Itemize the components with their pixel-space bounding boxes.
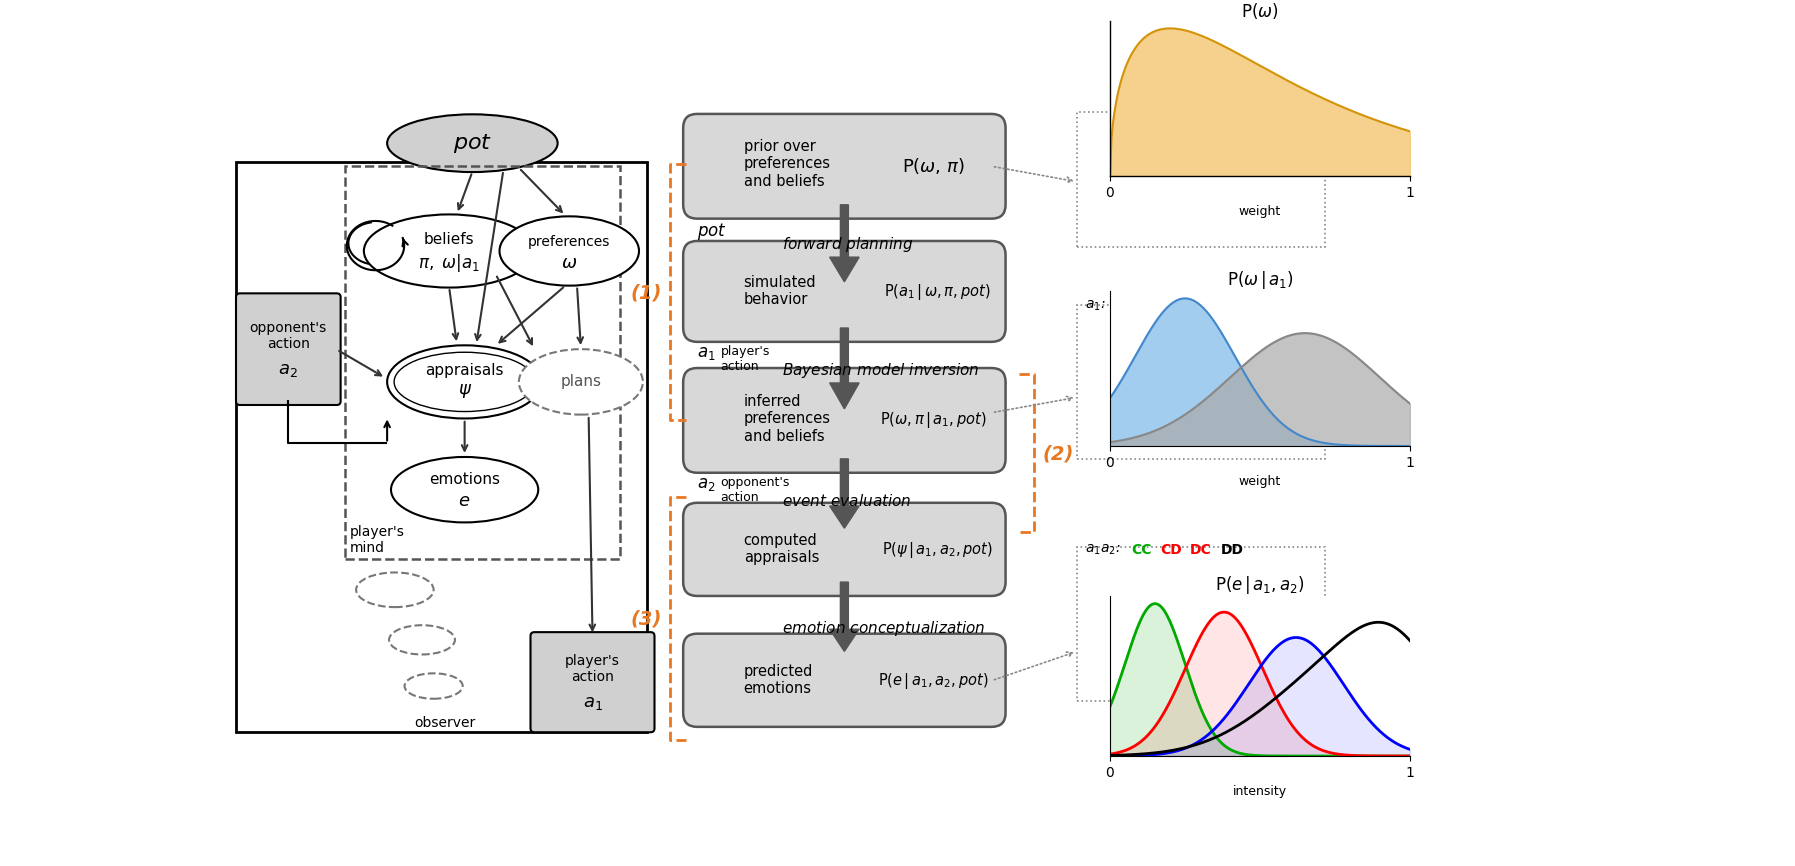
X-axis label: intensity: intensity [1233,785,1287,798]
Text: emotions: emotions [429,472,501,488]
Text: $e$: $e$ [458,492,470,510]
FancyBboxPatch shape [684,503,1005,596]
Text: $\bf{\it{Bayesian\ model\ inversion}}$: $\bf{\it{Bayesian\ model\ inversion}}$ [783,361,980,380]
Text: prior over
preferences
and beliefs: prior over preferences and beliefs [743,139,831,189]
Text: appraisals: appraisals [425,363,504,378]
Text: $a_1$: $a_1$ [696,345,716,362]
Text: $\bf{\it{event\ evaluation}}$: $\bf{\it{event\ evaluation}}$ [783,494,912,509]
Ellipse shape [499,216,639,286]
FancyArrow shape [829,582,860,651]
Text: P($e\,|\,a_1, a_2, pot$): P($e\,|\,a_1, a_2, pot$) [878,670,989,691]
FancyBboxPatch shape [684,634,1005,727]
Text: predicted
emotions: predicted emotions [743,663,813,696]
FancyBboxPatch shape [235,294,341,405]
Text: D: D [1143,298,1156,313]
Text: $a_1 a_2$:: $a_1 a_2$: [1084,542,1122,557]
Text: $\bf{\it{emotion\ conceptualization}}$: $\bf{\it{emotion\ conceptualization}}$ [783,619,985,637]
Text: CC: CC [1131,543,1152,557]
Text: $pot$: $pot$ [452,132,492,155]
Text: P($\omega, \pi\,|\,a_1, pot$): P($\omega, \pi\,|\,a_1, pot$) [880,410,987,430]
Ellipse shape [388,346,542,418]
X-axis label: weight: weight [1239,205,1282,218]
Text: player's
action: player's action [565,654,619,684]
Text: $\psi$: $\psi$ [458,382,472,400]
Ellipse shape [395,352,535,411]
FancyBboxPatch shape [531,632,655,733]
Text: $\omega$: $\omega$ [562,254,578,272]
Text: $pot$: $pot$ [696,221,727,242]
X-axis label: weight: weight [1239,475,1282,488]
Text: $a_2$: $a_2$ [278,361,298,379]
Text: player's
action: player's action [720,345,770,372]
Text: C: C [1120,298,1131,313]
Text: $a_1$: $a_1$ [583,694,603,712]
Ellipse shape [364,215,535,288]
Text: (1): (1) [630,284,662,303]
FancyArrow shape [829,204,860,281]
Text: (3): (3) [630,610,662,629]
Text: inferred
preferences
and beliefs: inferred preferences and beliefs [743,394,831,443]
Text: DD: DD [1221,543,1244,557]
Ellipse shape [388,114,558,172]
Text: simulated
behavior: simulated behavior [743,275,817,307]
FancyArrow shape [829,328,860,409]
Text: P($\omega$, $\pi$): P($\omega$, $\pi$) [903,156,966,177]
Text: observer: observer [415,716,476,730]
Bar [235,163,646,733]
Text: P($\psi\,|\,a_1, a_2, pot$): P($\psi\,|\,a_1, a_2, pot$) [881,540,993,559]
Text: opponent's
action: opponent's action [720,475,790,504]
Text: $\pi,\ \omega|a_1$: $\pi,\ \omega|a_1$ [418,251,479,274]
Ellipse shape [391,457,538,522]
Title: P($\omega\,|\,a_1$): P($\omega\,|\,a_1$) [1226,269,1294,291]
Text: P($a_1\,|\,\omega, \pi, pot$): P($a_1\,|\,\omega, \pi, pot$) [885,281,991,301]
Text: player's
mind: player's mind [350,525,406,555]
FancyArrow shape [829,459,860,528]
Text: $a_2$: $a_2$ [696,475,716,494]
FancyBboxPatch shape [684,114,1005,218]
Text: (2): (2) [1043,444,1073,463]
Text: computed
appraisals: computed appraisals [743,533,819,565]
Ellipse shape [519,349,643,415]
Text: $a_1$:: $a_1$: [1084,298,1106,313]
Text: CD: CD [1161,543,1183,557]
Text: DC: DC [1190,543,1212,557]
Text: plans: plans [560,374,601,390]
Title: P($e\,|\,a_1, a_2$): P($e\,|\,a_1, a_2$) [1215,574,1305,596]
Text: opponent's
action: opponent's action [250,320,327,351]
FancyBboxPatch shape [684,368,1005,473]
FancyBboxPatch shape [684,241,1005,342]
Text: $\bf{\it{forward\ planning}}$: $\bf{\it{forward\ planning}}$ [783,236,914,255]
Text: beliefs: beliefs [424,232,474,247]
Title: P($\omega$): P($\omega$) [1242,1,1278,21]
Text: preferences: preferences [528,235,610,249]
